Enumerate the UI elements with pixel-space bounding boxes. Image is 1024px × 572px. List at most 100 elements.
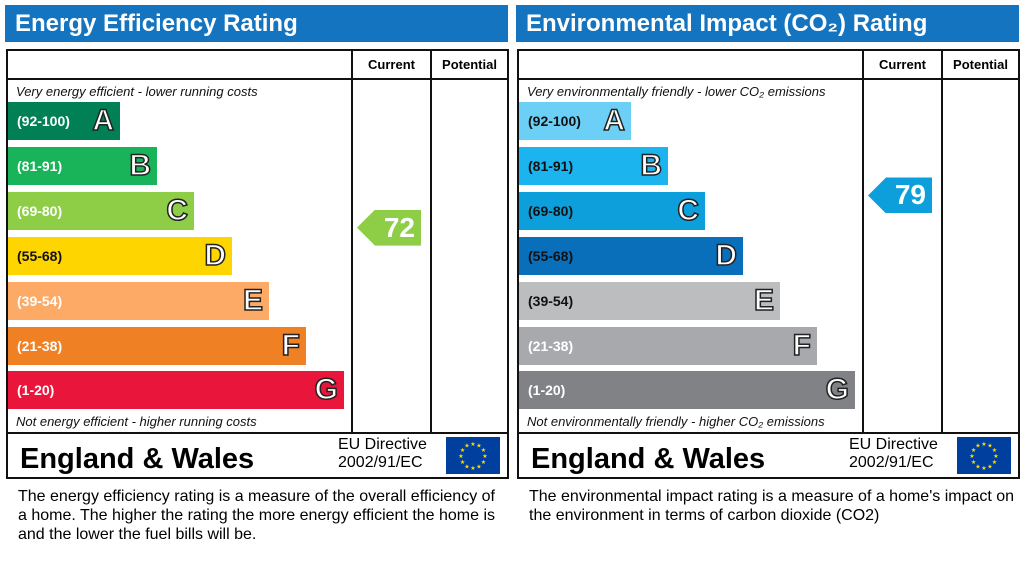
panel-title: Energy Efficiency Rating xyxy=(5,5,508,42)
band-range: (81-91) xyxy=(17,158,63,174)
band-range: (55-68) xyxy=(528,248,574,264)
band-letter: E xyxy=(242,283,264,318)
band-g: (1-20) G xyxy=(519,371,855,409)
energy-efficiency-panel: Energy Efficiency Rating Current Potenti… xyxy=(5,5,509,543)
svg-text:★: ★ xyxy=(458,453,463,460)
svg-text:★: ★ xyxy=(975,463,980,470)
directive-line: 2002/91/EC xyxy=(338,454,423,471)
band-letter: B xyxy=(640,148,663,183)
svg-text:★: ★ xyxy=(481,447,486,454)
band-c: (69-80) C xyxy=(8,192,194,230)
band-letter: D xyxy=(204,238,227,273)
bottom-note: Not environmentally friendly - higher CO… xyxy=(527,414,825,429)
band-letter: C xyxy=(677,193,700,228)
band-letter: F xyxy=(281,328,301,363)
divider xyxy=(430,51,432,434)
svg-text:★: ★ xyxy=(971,447,976,454)
band-range: (21-38) xyxy=(528,338,574,354)
current-rating-arrow: 79 xyxy=(868,177,932,214)
divider xyxy=(862,51,864,434)
divider xyxy=(8,432,507,434)
current-rating-arrow: 72 xyxy=(357,209,421,246)
band-range: (1-20) xyxy=(528,382,566,398)
environmental-impact-panel: Environmental Impact (CO₂) Rating Curren… xyxy=(511,0,1023,572)
directive-line: EU Directive xyxy=(849,436,938,453)
band-e: (39-54) E xyxy=(519,282,780,320)
band-letter: E xyxy=(753,283,775,318)
divider xyxy=(519,78,1018,80)
band-letter: G xyxy=(825,372,850,407)
svg-text:★: ★ xyxy=(969,453,974,460)
band-b: (81-91) B xyxy=(8,147,157,185)
band-a: (92-100) A xyxy=(8,102,120,140)
current-rating-value: 79 xyxy=(894,179,926,211)
band-letter: B xyxy=(129,148,152,183)
band-letter: D xyxy=(715,238,738,273)
band-range: (55-68) xyxy=(17,248,63,264)
band-letter: A xyxy=(603,103,626,138)
svg-text:★: ★ xyxy=(971,459,976,466)
band-d: (55-68) D xyxy=(519,237,743,275)
svg-text:★: ★ xyxy=(992,447,997,454)
rating-table: Current Potential Very energy efficient … xyxy=(6,49,509,479)
current-column-header: Current xyxy=(879,57,926,72)
band-b: (81-91) B xyxy=(519,147,668,185)
band-c: (69-80) C xyxy=(519,192,705,230)
band-g: (1-20) G xyxy=(8,371,344,409)
region-label: England & Wales xyxy=(20,443,255,475)
band-range: (92-100) xyxy=(17,113,70,129)
svg-text:★: ★ xyxy=(476,443,481,450)
rating-table: Current Potential Very environmentally f… xyxy=(517,49,1020,479)
band-range: (81-91) xyxy=(528,158,574,174)
band-range: (21-38) xyxy=(17,338,63,354)
top-note: Very environmentally friendly - lower CO… xyxy=(527,84,826,99)
band-a: (92-100) A xyxy=(519,102,631,140)
band-letter: A xyxy=(92,103,115,138)
band-letter: F xyxy=(792,328,812,363)
potential-column-header: Potential xyxy=(953,57,1008,72)
panel-title: Environmental Impact (CO₂) Rating xyxy=(516,5,1019,42)
svg-text:★: ★ xyxy=(460,447,465,454)
current-rating-value: 72 xyxy=(383,211,415,243)
svg-text:★: ★ xyxy=(987,443,992,450)
band-range: (69-80) xyxy=(17,203,63,219)
current-column-header: Current xyxy=(368,57,415,72)
svg-text:★: ★ xyxy=(460,459,465,466)
svg-text:★: ★ xyxy=(470,441,475,448)
divider xyxy=(351,51,353,434)
divider xyxy=(519,432,1018,434)
bottom-note: Not energy efficient - higher running co… xyxy=(16,414,257,429)
divider xyxy=(941,51,943,434)
band-range: (39-54) xyxy=(17,293,63,309)
band-range: (69-80) xyxy=(528,203,574,219)
band-e: (39-54) E xyxy=(8,282,269,320)
svg-text:★: ★ xyxy=(464,463,469,470)
svg-text:★: ★ xyxy=(993,453,998,460)
svg-text:★: ★ xyxy=(470,465,475,472)
description: The environmental impact rating is a mea… xyxy=(529,488,1015,524)
band-letter: C xyxy=(166,193,189,228)
eu-directive: EU Directive 2002/91/EC xyxy=(338,436,427,472)
band-range: (1-20) xyxy=(17,382,55,398)
band-d: (55-68) D xyxy=(8,237,232,275)
svg-text:★: ★ xyxy=(992,459,997,466)
band-f: (21-38) F xyxy=(519,327,817,365)
band-f: (21-38) F xyxy=(8,327,306,365)
svg-text:★: ★ xyxy=(482,453,487,460)
svg-text:★: ★ xyxy=(975,443,980,450)
band-range: (92-100) xyxy=(528,113,581,129)
potential-column-header: Potential xyxy=(442,57,497,72)
svg-text:★: ★ xyxy=(481,459,486,466)
svg-text:★: ★ xyxy=(476,463,481,470)
description: The energy efficiency rating is a measur… xyxy=(18,488,496,543)
svg-text:★: ★ xyxy=(981,465,986,472)
eu-flag-icon: ★★★★★★★★★ ★ ★★ xyxy=(446,437,500,474)
divider xyxy=(8,78,507,80)
directive-line: EU Directive xyxy=(338,436,427,453)
svg-text:★: ★ xyxy=(981,441,986,448)
svg-text:★: ★ xyxy=(464,443,469,450)
top-note: Very energy efficient - lower running co… xyxy=(16,84,258,99)
directive-line: 2002/91/EC xyxy=(849,454,934,471)
eu-flag-icon: ★★★★★★★★★ ★ ★★ xyxy=(957,437,1011,474)
svg-text:★: ★ xyxy=(987,463,992,470)
